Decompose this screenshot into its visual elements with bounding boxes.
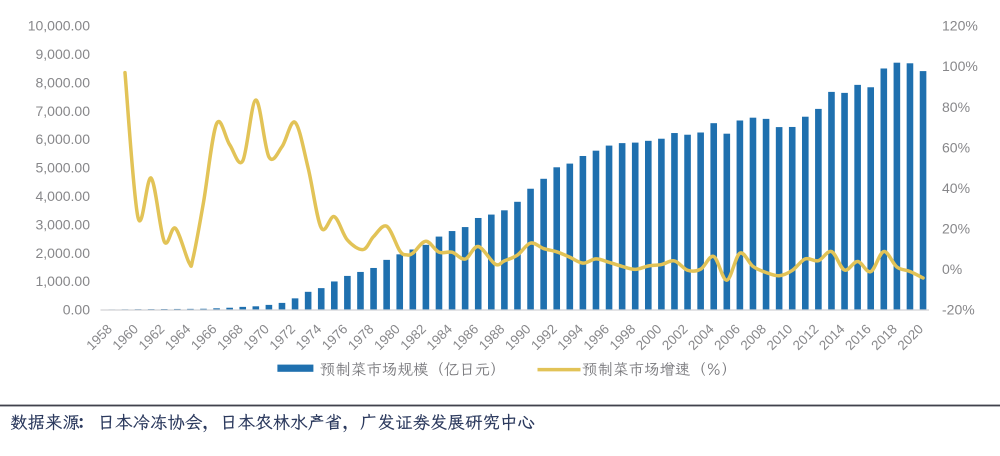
svg-text:5,000.00: 5,000.00 bbox=[36, 160, 91, 176]
svg-text:8,000.00: 8,000.00 bbox=[36, 74, 91, 90]
svg-text:0.00: 0.00 bbox=[63, 302, 90, 318]
svg-text:60%: 60% bbox=[942, 139, 970, 155]
svg-text:4,000.00: 4,000.00 bbox=[36, 188, 91, 204]
svg-text:2,000.00: 2,000.00 bbox=[36, 245, 91, 261]
svg-text:100%: 100% bbox=[942, 58, 978, 74]
svg-text:6,000.00: 6,000.00 bbox=[36, 131, 91, 147]
svg-text:3,000.00: 3,000.00 bbox=[36, 216, 91, 232]
svg-text:80%: 80% bbox=[942, 99, 970, 115]
svg-text:20%: 20% bbox=[942, 221, 970, 237]
svg-text:120%: 120% bbox=[942, 18, 978, 34]
svg-text:7,000.00: 7,000.00 bbox=[36, 103, 91, 119]
svg-text:0%: 0% bbox=[942, 261, 962, 277]
svg-text:9,000.00: 9,000.00 bbox=[36, 46, 91, 62]
svg-text:-20%: -20% bbox=[942, 302, 975, 318]
svg-text:1,000.00: 1,000.00 bbox=[36, 273, 91, 289]
svg-text:10,000.00: 10,000.00 bbox=[28, 18, 90, 34]
svg-text:40%: 40% bbox=[942, 180, 970, 196]
